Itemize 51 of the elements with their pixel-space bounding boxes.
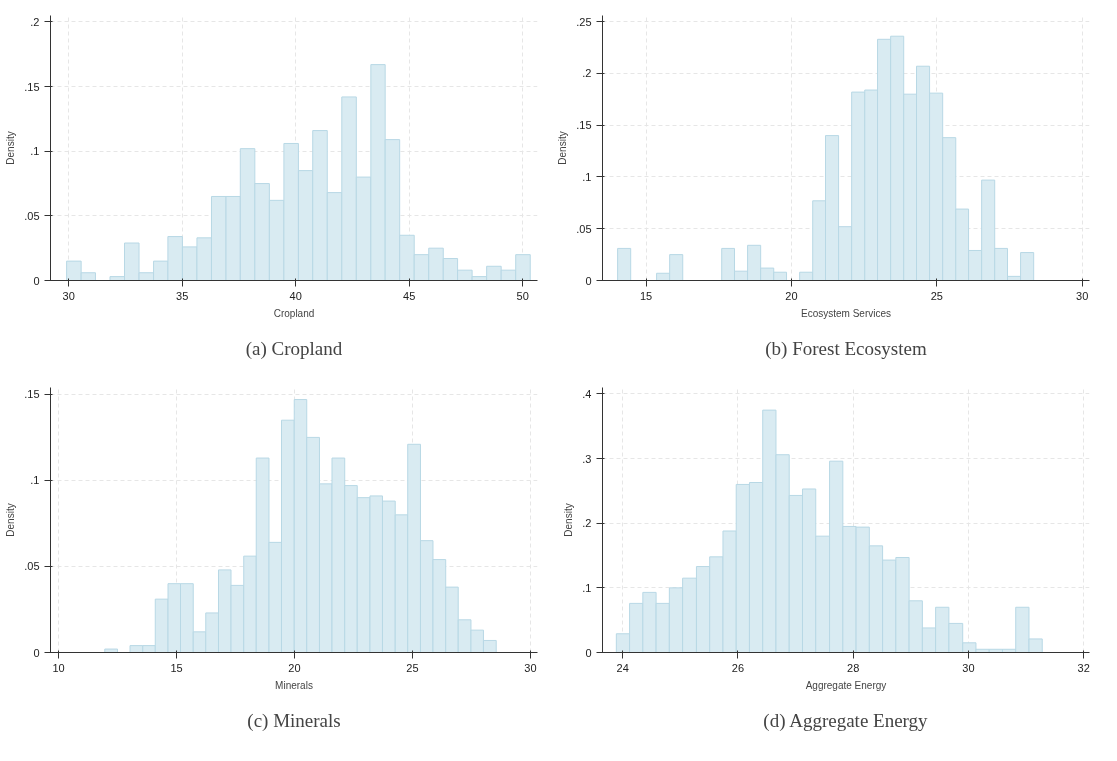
y-tick-label: .2 — [582, 517, 592, 530]
x-axis-title: Ecosystem Services — [800, 307, 892, 319]
y-tick-label: .15 — [24, 80, 40, 93]
x-tick-label: 30 — [962, 661, 975, 674]
x-tick-label: 30 — [62, 289, 75, 302]
text: (d) Aggregate Energy — [763, 709, 929, 732]
x-tick-label: 25 — [930, 289, 943, 302]
y-tick-label: 0 — [585, 646, 592, 659]
x-axis-title: Minerals — [275, 679, 313, 691]
x-tick-label: 24 — [616, 661, 629, 674]
y-tick-label: .1 — [30, 145, 40, 158]
x-tick-label: 30 — [524, 661, 537, 674]
x-tick-label: 35 — [176, 289, 189, 302]
y-tick-label: .25 — [576, 15, 592, 28]
y-tick-label: .2 — [582, 67, 592, 80]
y-tick-label: .1 — [582, 581, 592, 594]
text: (b) Forest Ecosystem — [765, 337, 927, 360]
x-tick-label: 15 — [170, 661, 183, 674]
y-axis-title: Density — [557, 131, 569, 165]
y-tick-label: .1 — [582, 170, 592, 183]
y-tick-label: .05 — [24, 560, 40, 573]
y-tick-label: .05 — [24, 209, 40, 222]
y-tick-label: .2 — [30, 15, 40, 28]
x-tick-label: 40 — [289, 289, 302, 302]
x-tick-label: 32 — [1077, 661, 1090, 674]
x-tick-label: 30 — [1076, 289, 1089, 302]
text: (a) Cropland — [245, 337, 343, 360]
x-tick-label: 50 — [516, 289, 529, 302]
x-tick-label: 45 — [403, 289, 416, 302]
x-tick-label: 25 — [406, 661, 419, 674]
y-tick-label: .1 — [30, 474, 40, 487]
x-tick-label: 20 — [785, 289, 798, 302]
y-tick-label: .05 — [576, 222, 592, 235]
x-tick-label: 28 — [847, 661, 860, 674]
y-tick-label: 0 — [585, 274, 592, 287]
y-tick-label: .4 — [582, 387, 592, 400]
x-axis-title: Cropland — [273, 307, 315, 319]
y-tick-label: 0 — [33, 274, 40, 287]
y-axis-title: Density — [5, 131, 17, 165]
x-tick-label: 20 — [288, 661, 301, 674]
y-tick-label: .3 — [582, 452, 592, 465]
y-tick-label: 0 — [33, 646, 40, 659]
y-axis-title: Density — [563, 503, 575, 537]
x-axis-title: Aggregate Energy — [805, 679, 887, 691]
x-tick-label: 15 — [639, 289, 653, 302]
x-tick-label: 10 — [52, 661, 65, 674]
x-tick-label: 26 — [731, 661, 745, 674]
y-axis-title: Density — [5, 503, 17, 537]
y-tick-label: .15 — [576, 119, 592, 132]
y-tick-label: .15 — [24, 388, 40, 401]
text: (c) Minerals — [247, 709, 341, 732]
